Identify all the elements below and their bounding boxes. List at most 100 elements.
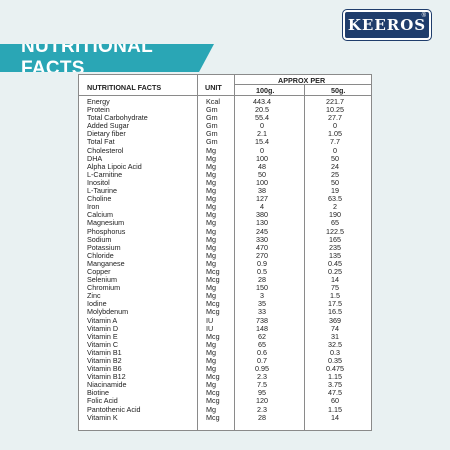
table-row: Alpha Lipoic Acid Mg 48 24 [87,161,339,171]
nutrient-unit: Mg [206,339,216,349]
table-row: Energy Kcal 443.4 221.7 [87,97,344,106]
table-row: Vitamin A IU 738 369 [87,315,341,325]
nutrient-unit: Mg [206,218,216,228]
nutrient-name: Niacinamide [87,380,127,390]
table-row: Total Fat Gm 15.4 7.7 [87,137,340,147]
column-divider [197,75,198,430]
nutrient-unit: Mg [206,169,216,179]
nutrient-name: Chromium [87,283,121,293]
nutrient-unit: Kcal [206,97,220,106]
table-row: Cholesterol Mg 0 0 [87,145,337,155]
nutrient-name: Molybdenum [87,307,129,317]
nutrient-unit: Mg [206,242,216,252]
table-row: Chromium Mg 150 75 [87,283,339,293]
nutrient-unit: Mg [206,291,216,301]
nutrient-name: L-Taurine [87,186,117,196]
header-approx-per: APPROX PER [278,76,326,85]
title-banner: NUTRITIONAL FACTS [0,44,214,72]
table-body: Energy Kcal 443.4 221.7 Protein Gm 20.5 10.25 To… [79,97,371,422]
nutrient-unit: Gm [206,113,218,123]
header-100g: 100g. [256,86,275,95]
nutrient-name: Alpha Lipoic Acid [87,161,142,171]
nutrient-unit: Mg [206,234,216,244]
nutrient-unit: Mcg [206,299,220,309]
nutrient-unit: Mg [206,364,216,374]
nutrient-name: Pantothenic Acid [87,404,141,414]
nutrient-unit: Mg [206,250,216,260]
nutrient-unit: Mcg [206,331,220,341]
nutrient-name: Folic Acid [87,396,118,406]
table-row: Vitamin B6 Mg 0.95 0.475 [87,364,344,374]
nutrient-name: Vitamin K [87,412,118,422]
nutrient-unit: Mg [206,202,216,212]
table-row: Magnesium Mg 130 65 [87,218,339,228]
table-row: Manganese Mg 0.9 0.45 [87,258,342,268]
nutrient-name: Total Carbohydrate [87,113,148,123]
nutrient-name: Manganese [87,258,125,268]
nutrient-unit: Mcg [206,266,220,276]
header-divider [79,95,371,96]
table-row: Iron Mg 4 2 [87,202,337,212]
nutrient-name: Iron [87,202,100,212]
table-row: Vitamin B12 Mcg 2.3 1.15 [87,372,342,382]
nutrient-unit: Gm [206,121,218,131]
nutrient-name: Vitamin B2 [87,356,122,365]
table-row: Protein Gm 20.5 10.25 [87,105,344,115]
table-row: Sodium Mg 330 165 [87,234,341,244]
nutrient-name: Vitamin C [87,339,119,349]
nutrient-unit: IU [206,315,214,325]
nutrient-unit: Mg [206,210,216,220]
nutrient-name: Total Fat [87,137,115,147]
nutrient-name: Sodium [87,234,112,244]
table-row: Iodine Mcg 35 17.5 [87,299,342,309]
nutrient-unit: Mcg [206,307,220,317]
nutrient-unit: Mg [206,161,216,171]
nutrient-name: Choline [87,194,112,204]
brand-logo: KEEROS ® [342,9,432,41]
nutrient-name: Iodine [87,299,107,309]
table-row: Biotine Mcg 95 47.5 [87,388,342,398]
column-divider [234,75,235,430]
nutrient-name: DHA [87,153,103,163]
nutrition-table: NUTRITIONAL FACTS UNIT APPROX PER 100g. … [78,74,372,431]
nutrient-name: L-Carnitine [87,169,123,179]
nutrient-unit: Mg [206,356,216,365]
table-row: Vitamin B1 Mg 0.6 0.3 [87,347,340,357]
nutrient-name: Protein [87,105,110,115]
nutrient-name: Vitamin B1 [87,347,122,357]
nutrient-name: Chloride [87,250,114,260]
table-row: Molybdenum Mcg 33 16.5 [87,307,342,317]
nutrient-name: Calcium [87,210,113,220]
table-row: Total Carbohydrate Gm 55.4 27.7 [87,113,342,123]
table-row: Vitamin K Mcg 28 14 [87,412,339,422]
table-row: Selenium Mcg 28 14 [87,275,339,285]
table-row: Calcium Mg 380 190 [87,210,341,220]
page-title: NUTRITIONAL FACTS [21,36,153,79]
nutrient-unit: Mg [206,283,216,293]
table-row: Phosphorus Mg 245 122.5 [87,226,344,236]
nutrient-unit: Mcg [206,412,220,422]
nutrient-name: Phosphorus [87,226,126,236]
table-row: Vitamin D IU 148 74 [87,323,339,333]
nutrient-name: Copper [87,266,111,276]
table-row: Folic Acid Mcg 120 60 [87,396,339,406]
nutrient-name: Added Sugar [87,121,129,131]
nutrient-name: Energy [87,97,110,106]
header-nutritional-facts: NUTRITIONAL FACTS [87,83,162,92]
nutrient-unit: Mg [206,153,216,163]
nutrient-unit: Mg [206,404,216,414]
table-row: Inositol Mg 100 50 [87,177,339,187]
nutrient-name: Dietary fiber [87,129,126,139]
nutrient-name: Vitamin A [87,315,118,325]
nutrient-unit: Gm [206,129,218,139]
table-row: Pantothenic Acid Mg 2.3 1.15 [87,404,342,414]
table-row: Dietary fiber Gm 2.1 1.05 [87,129,342,139]
brand-logo-text: KEEROS [347,16,427,34]
table-row: Potassium Mg 470 235 [87,242,341,252]
nutrient-unit: Mcg [206,372,220,382]
table-row: Vitamin E Mcg 62 31 [87,331,339,341]
table-row: Copper Mcg 0.5 0.25 [87,266,342,276]
nutrient-name: Cholesterol [87,145,124,155]
nutrient-unit: IU [206,323,214,333]
column-divider [304,84,305,430]
